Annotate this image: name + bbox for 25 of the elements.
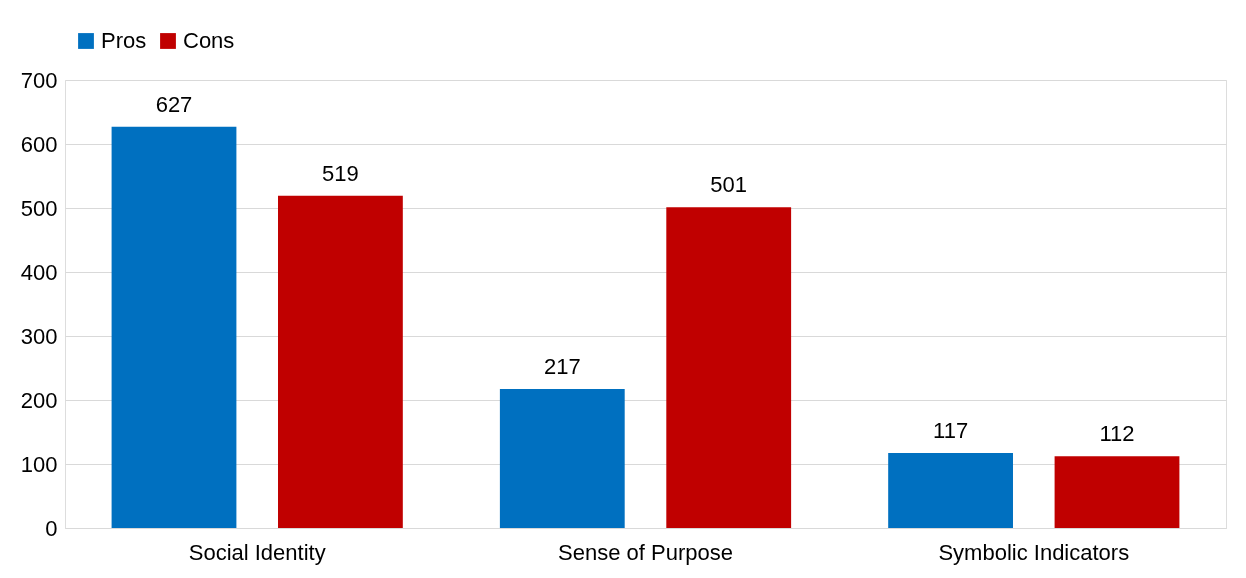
data-label: 501 — [710, 172, 748, 198]
data-label: 519 — [322, 160, 359, 186]
y-tick-label: 700 — [20, 67, 58, 93]
y-tick-label: 200 — [20, 387, 58, 413]
bar — [1054, 456, 1180, 528]
y-tick-label: 300 — [20, 323, 58, 349]
y-tick-label: 0 — [45, 515, 58, 541]
data-label: 117 — [933, 418, 969, 444]
bar — [111, 126, 237, 528]
y-tick-label: 100 — [20, 451, 58, 477]
y-tick-label: 600 — [20, 131, 58, 157]
x-tick-label: Symbolic Indicators — [938, 539, 1130, 565]
bar — [499, 389, 625, 528]
data-label: 112 — [1099, 421, 1135, 447]
bar — [888, 453, 1013, 528]
bar — [666, 207, 792, 528]
y-tick-label: 500 — [20, 195, 58, 221]
legend-label: Pros — [101, 28, 147, 53]
y-tick-label: 400 — [20, 259, 58, 285]
x-tick-label: Social Identity — [188, 539, 326, 565]
data-label: 627 — [155, 91, 193, 117]
data-label: 217 — [543, 354, 581, 380]
legend-label: Cons — [183, 28, 235, 53]
bar — [278, 195, 403, 528]
x-tick-label: Sense of Purpose — [558, 539, 733, 565]
